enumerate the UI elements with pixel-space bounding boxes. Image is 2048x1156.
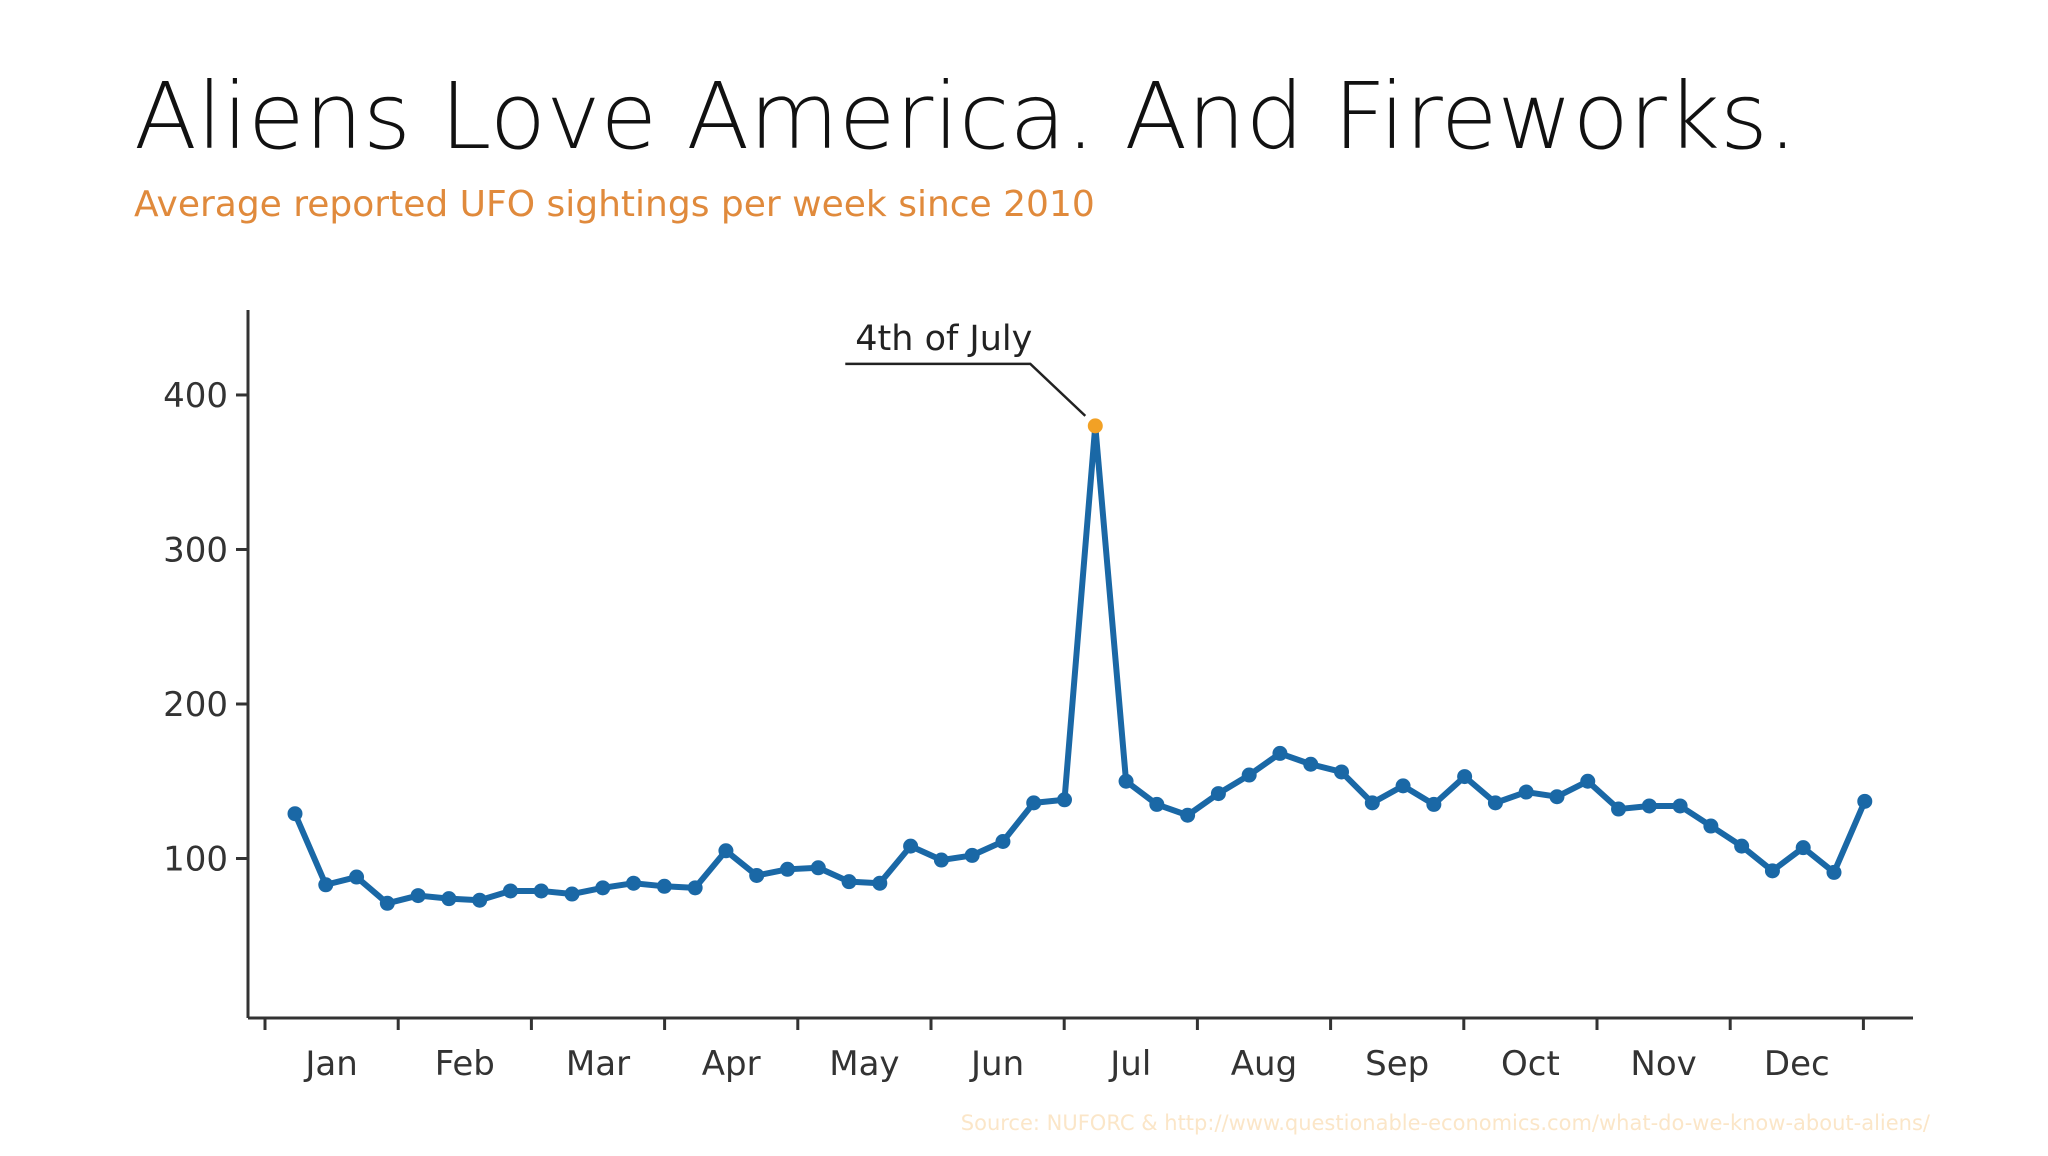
data-point	[964, 847, 980, 863]
x-tick-label: Jul	[1108, 1044, 1151, 1084]
data-point	[1272, 745, 1288, 761]
data-point	[841, 874, 857, 890]
data-point	[1026, 795, 1042, 811]
x-tick-label: Apr	[702, 1044, 761, 1084]
data-point	[933, 852, 949, 868]
data-point	[1764, 863, 1780, 879]
data-point	[1549, 789, 1565, 805]
data-point	[1641, 798, 1657, 814]
data-point	[1457, 769, 1473, 785]
x-tick-label: Jan	[303, 1044, 357, 1084]
data-point	[1795, 840, 1811, 856]
data-point	[1303, 756, 1319, 772]
data-point	[718, 843, 734, 859]
data-point	[287, 806, 303, 822]
data-point	[810, 860, 826, 876]
y-tick-label: 200	[163, 685, 228, 725]
data-point	[349, 869, 365, 885]
data-point	[1210, 786, 1226, 802]
x-tick-label: Sep	[1365, 1044, 1429, 1084]
data-point	[379, 895, 395, 911]
chart-subtitle: Average reported UFO sightings per week …	[134, 184, 1095, 225]
data-point	[1518, 784, 1534, 800]
x-tick-label: Nov	[1630, 1044, 1696, 1084]
chart-title: Aliens Love America. And Fireworks.	[134, 63, 1797, 170]
x-tick-label: Mar	[566, 1044, 630, 1084]
data-point	[410, 888, 426, 904]
x-tick-label: Feb	[435, 1044, 495, 1084]
data-point	[318, 877, 334, 893]
data-point	[1149, 796, 1165, 812]
y-tick-label: 300	[163, 530, 228, 570]
data-point	[1734, 838, 1750, 854]
data-point	[1334, 764, 1350, 780]
data-point	[595, 880, 611, 896]
data-line	[292, 422, 1868, 907]
data-point	[533, 883, 549, 899]
data-point	[1580, 773, 1596, 789]
x-tick-label: Jun	[969, 1044, 1024, 1084]
x-tick-label: May	[829, 1044, 899, 1084]
x-tick-label: Oct	[1501, 1044, 1560, 1084]
data-point	[1118, 773, 1134, 789]
annotation-label: 4th of July	[855, 319, 1032, 359]
data-point	[502, 883, 518, 899]
data-point	[1426, 796, 1442, 812]
x-tick-label: Dec	[1764, 1044, 1830, 1084]
data-point	[1611, 801, 1627, 817]
data-point	[1087, 418, 1103, 434]
data-point	[1703, 818, 1719, 834]
data-point	[1672, 798, 1688, 814]
data-point	[1180, 807, 1196, 823]
data-point	[441, 891, 457, 907]
data-point	[687, 880, 703, 896]
data-point	[472, 892, 488, 908]
data-point	[1857, 793, 1873, 809]
data-point	[1395, 778, 1411, 794]
data-point	[1241, 767, 1257, 783]
y-tick-label: 400	[163, 376, 228, 416]
source-note: Source: NUFORC & http://www.questionable…	[961, 1111, 1931, 1135]
data-point	[564, 886, 580, 902]
data-point	[626, 875, 642, 891]
annotation-leader	[845, 362, 1087, 417]
data-point	[749, 867, 765, 883]
data-point	[995, 833, 1011, 849]
data-point	[1364, 795, 1380, 811]
data-point	[1826, 864, 1842, 880]
data-point	[1057, 792, 1072, 808]
x-tick-label: Aug	[1231, 1044, 1297, 1084]
y-tick-label: 100	[163, 839, 228, 879]
data-point	[656, 878, 672, 894]
data-point	[1487, 795, 1503, 811]
data-point	[903, 838, 919, 854]
data-point	[779, 861, 795, 877]
data-point	[872, 875, 888, 891]
